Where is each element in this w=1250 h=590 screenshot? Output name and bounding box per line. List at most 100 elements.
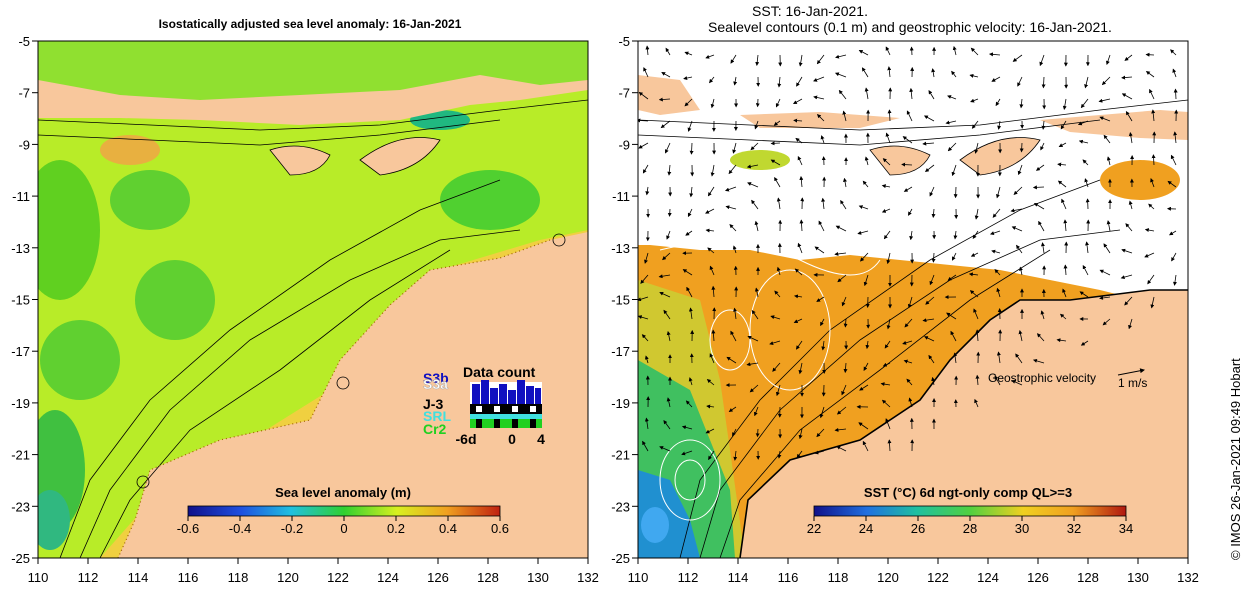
sst-lon-label: 112 <box>678 570 699 585</box>
sla-colorbar-label: -0.6 <box>177 521 199 536</box>
sst-lon-label: 118 <box>828 570 849 585</box>
velocity-arrow <box>754 120 759 130</box>
sst-lat-label: -13 <box>611 241 630 256</box>
sst-lat-label: -17 <box>611 344 630 359</box>
velocity-arrow <box>1101 76 1111 86</box>
sst-colorbar: SST (°C) 6d ngt-only comp QL>=3 22 24 26 28… <box>807 485 1133 536</box>
velocity-arrow <box>991 76 1001 82</box>
velocity-arrow <box>968 272 979 277</box>
velocity-arrow <box>974 398 979 408</box>
velocity-arrow <box>969 290 979 298</box>
velocity-arrow <box>773 120 781 126</box>
velocity-arrow <box>710 98 715 109</box>
velocity-arrow <box>1144 252 1155 258</box>
sla-lat-label: -21 <box>11 448 30 463</box>
velocity-arrow <box>925 296 935 305</box>
velocity-arrow <box>663 419 671 430</box>
sst-lon-label: 110 <box>628 570 649 585</box>
velocity-arrow <box>907 296 913 309</box>
velocity-arrow <box>1011 380 1023 386</box>
velocity-arrow <box>886 252 891 265</box>
velocity-arrow <box>777 76 782 88</box>
velocity-arrow <box>798 54 803 67</box>
velocity-arrow <box>881 399 891 408</box>
sst-map-area <box>638 41 1188 558</box>
velocity-arrow <box>746 362 759 367</box>
mission-label: SRL <box>423 408 451 424</box>
velocity-arrow <box>799 175 804 188</box>
velocity-arrow <box>1057 162 1067 167</box>
velocity-arrow <box>843 318 848 328</box>
velocity-arrow <box>645 186 650 196</box>
sla-lat-label: -13 <box>11 241 30 256</box>
velocity-arrow <box>1102 318 1111 326</box>
velocity-arrow <box>1173 88 1178 100</box>
velocity-arrow <box>814 246 825 254</box>
sla-colorbar-label: -0.4 <box>229 521 251 536</box>
velocity-arrow <box>903 186 913 192</box>
sst-map: SST: 16-Jan-2021. Sealevel contours (0.1… <box>637 3 1189 559</box>
velocity-arrow <box>749 384 759 393</box>
velocity-arrow <box>1082 264 1089 276</box>
velocity-arrow <box>685 230 693 236</box>
velocity-arrow <box>638 91 649 100</box>
velocity-arrow <box>974 142 979 154</box>
velocity-arrow <box>796 450 803 459</box>
sst-lat-label: -19 <box>611 396 630 411</box>
velocity-arrow <box>862 180 869 188</box>
velocity-arrow <box>1149 88 1155 100</box>
velocity-arrow <box>908 397 913 408</box>
velocity-arrow <box>857 230 869 235</box>
velocity-arrow <box>644 355 649 364</box>
mission-label: S3b <box>423 370 449 386</box>
velocity-arrow <box>667 164 672 176</box>
velocity-arrow <box>683 76 693 81</box>
velocity-legend: Geostrophic velocity 1 m/s <box>988 368 1147 390</box>
velocity-arrow <box>705 208 715 214</box>
velocity-arrow <box>880 382 891 387</box>
velocity-arrow <box>793 118 803 123</box>
velocity-arrow <box>947 274 957 281</box>
sla-lat-label: -23 <box>11 499 30 514</box>
velocity-arrow <box>666 230 671 240</box>
velocity-arrow <box>1124 296 1133 306</box>
velocity-arrow <box>1106 220 1111 232</box>
velocity-arrow <box>770 159 781 166</box>
velocity-arrow <box>1172 68 1177 78</box>
velocity-arrow <box>1124 54 1133 61</box>
velocity-arrow <box>689 142 694 155</box>
velocity-arrow <box>1171 252 1177 262</box>
data-count-title: Data count <box>463 364 536 380</box>
velocity-arrow <box>929 274 935 286</box>
velocity-arrow <box>885 418 891 430</box>
velocity-arrow <box>947 142 957 152</box>
velocity-arrow <box>1084 76 1089 89</box>
sla-lon-label: 132 <box>577 570 599 585</box>
velocity-arrow <box>725 205 737 210</box>
sla-axes: -5 -7 -9 -11 -13 -15 -17 -19 -21 -23 -25 110 112 114 1… <box>11 34 599 585</box>
sla-lon-label: 126 <box>427 570 449 585</box>
velocity-arrow <box>725 186 737 192</box>
sla-colorbar-label: 0.4 <box>439 521 457 536</box>
velocity-arrow <box>922 141 935 146</box>
sla-lon-label: 128 <box>477 570 499 585</box>
velocity-arrow <box>972 230 979 240</box>
sst-colorbar-label: 26 <box>911 521 925 536</box>
velocity-arrow <box>922 318 935 323</box>
velocity-arrow <box>887 66 892 78</box>
velocity-arrow <box>996 351 1001 364</box>
velocity-arrow <box>970 252 979 257</box>
velocity-arrow <box>658 274 671 279</box>
sla-map: Isostatically adjusted sea level anomaly… <box>37 17 589 559</box>
velocity-arrow <box>666 397 671 408</box>
velocity-arrow <box>689 186 694 198</box>
velocity-arrow <box>996 287 1001 298</box>
velocity-arrow <box>1080 340 1089 346</box>
velocity-arrow <box>953 352 958 364</box>
velocity-arrow <box>642 164 649 174</box>
velocity-arrow <box>994 269 1001 276</box>
velocity-arrow <box>1012 54 1023 62</box>
velocity-arrow <box>813 76 825 82</box>
velocity-arrow <box>1170 49 1177 56</box>
velocity-arrow <box>706 404 715 409</box>
